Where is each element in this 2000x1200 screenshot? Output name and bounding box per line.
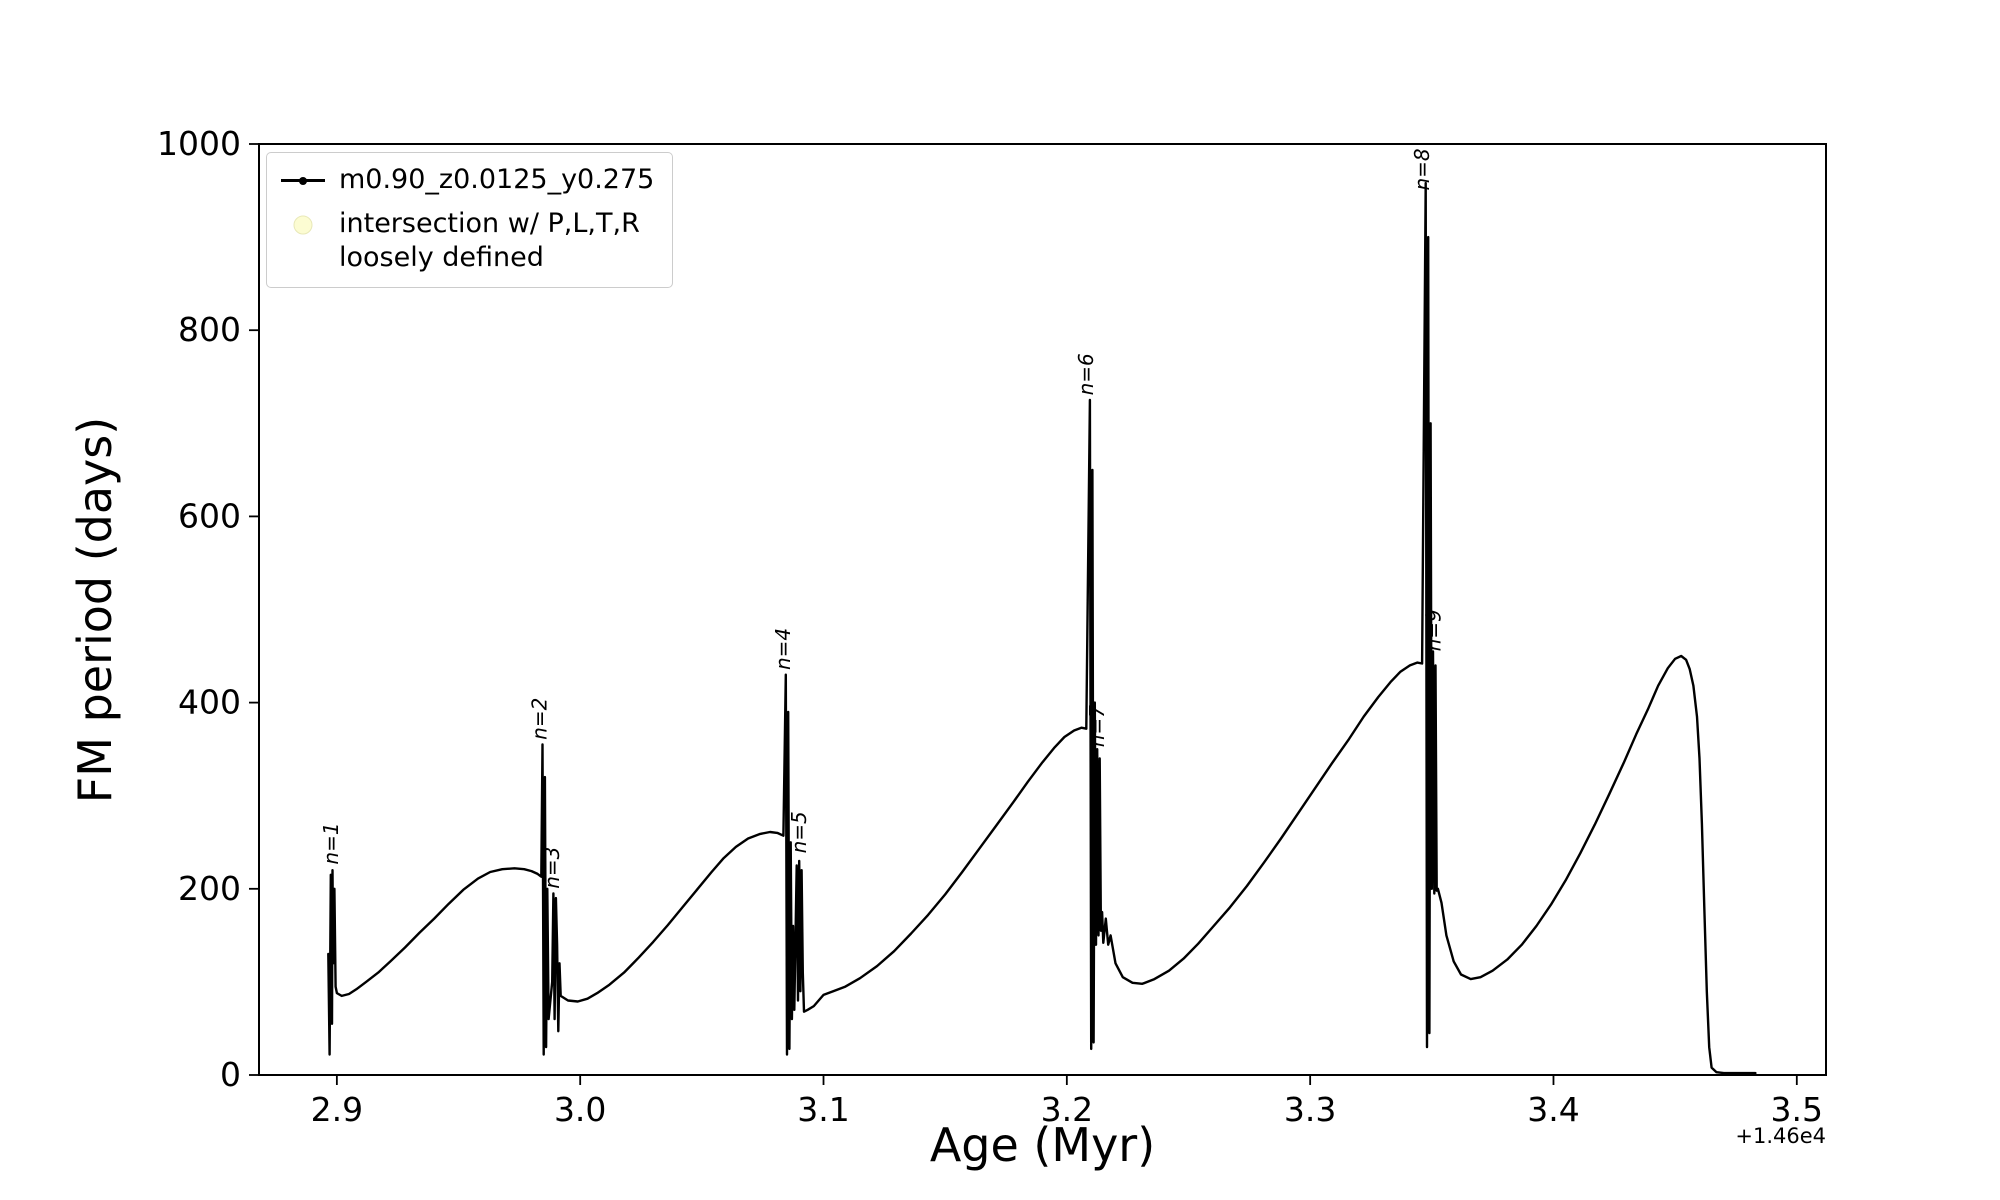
y-axis-label: FM period (days) (68, 416, 122, 804)
y-tick-label: 200 (178, 869, 241, 908)
x-tick-label: 3.4 (1527, 1090, 1579, 1129)
legend-intersection-label: intersection w/ P,L,T,R loosely defined (339, 208, 640, 273)
annotation-n=6: n=6 (1074, 353, 1098, 395)
legend-entry-intersection: intersection w/ P,L,T,R loosely defined (279, 207, 654, 275)
annotation-n=5: n=5 (787, 811, 811, 853)
annotation-n=1: n=1 (319, 822, 343, 864)
x-axis-label: Age (Myr) (929, 1118, 1156, 1172)
x-tick-label: 3.3 (1284, 1090, 1336, 1129)
legend-series-label: m0.90_z0.0125_y0.275 (339, 164, 655, 195)
annotation-n=3: n=3 (540, 847, 564, 889)
annotation-n=4: n=4 (771, 628, 795, 670)
x-tick-label: 3.0 (554, 1090, 606, 1129)
x-tick-label: 2.9 (311, 1090, 363, 1129)
dot-glyph (299, 176, 307, 185)
y-tick-label: 0 (220, 1055, 241, 1094)
plot-frame (258, 143, 1827, 1076)
annotation-n=7: n=7 (1085, 705, 1109, 747)
y-tick-label: 600 (178, 496, 241, 535)
y-tick-label: 800 (178, 310, 241, 349)
series-line-marker (279, 163, 327, 197)
intersection-circle-marker (279, 207, 327, 241)
annotation-n=9: n=9 (1421, 609, 1445, 651)
series-line (327, 181, 1757, 1075)
legend: m0.90_z0.0125_y0.275 intersection w/ P,L… (266, 152, 674, 288)
circle-glyph (293, 215, 313, 234)
legend-entry-series: m0.90_z0.0125_y0.275 (279, 163, 654, 197)
annotation-n=8: n=8 (1410, 148, 1434, 190)
y-tick-label: 1000 (157, 124, 241, 163)
x-tick-label: 3.5 (1771, 1090, 1823, 1129)
annotation-n=2: n=2 (528, 698, 552, 740)
x-axis-offset-text: +1.46e4 (1735, 1124, 1826, 1148)
x-tick-label: 3.1 (797, 1090, 849, 1129)
x-tick-label: 3.2 (1041, 1090, 1093, 1129)
y-tick-label: 400 (178, 683, 241, 722)
